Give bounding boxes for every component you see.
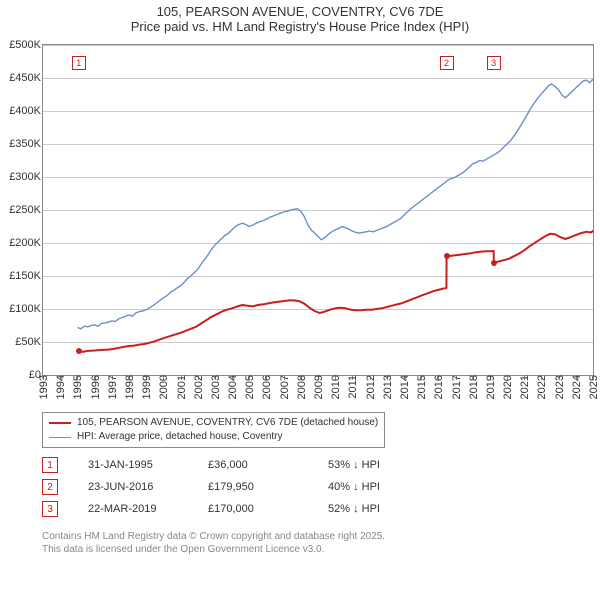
sale-dot (76, 348, 82, 354)
legend-label-property: 105, PEARSON AVENUE, COVENTRY, CV6 7DE (… (77, 416, 378, 430)
legend-label-hpi: HPI: Average price, detached house, Cove… (77, 430, 283, 444)
xtick-label: 2018 (466, 375, 480, 399)
xtick-label: 1993 (36, 375, 50, 399)
ytick-label: £350K (9, 138, 43, 150)
xtick-label: 2022 (534, 375, 548, 399)
xtick-label: 2013 (380, 375, 394, 399)
attribution: Contains HM Land Registry data © Crown c… (42, 530, 385, 556)
xtick-label: 2000 (156, 375, 170, 399)
xtick-label: 2024 (569, 375, 583, 399)
sale-dot (491, 260, 497, 266)
legend-swatch-property (49, 422, 71, 424)
sales-table: 1 31-JAN-1995£36,00053% ↓ HPI 2 23-JUN-2016… (42, 454, 448, 520)
sale-table-row: 2 23-JUN-2016£179,95040% ↓ HPI (42, 476, 448, 498)
xtick-label: 2001 (174, 375, 188, 399)
xtick-label: 2007 (277, 375, 291, 399)
xtick-label: 1995 (70, 375, 84, 399)
sale-table-price: £170,000 (208, 503, 328, 515)
chart-title-2: Price paid vs. HM Land Registry's House … (0, 19, 600, 34)
sale-marker: 1 (72, 56, 86, 70)
sale-table-badge: 2 (42, 479, 58, 495)
plot-area: £0£50K£100K£150K£200K£250K£300K£350K£400… (42, 44, 594, 376)
xtick-label: 2009 (311, 375, 325, 399)
ytick-label: £100K (9, 303, 43, 315)
xtick-label: 2004 (225, 375, 239, 399)
sale-table-price: £36,000 (208, 459, 328, 471)
ytick-label: £250K (9, 204, 43, 216)
xtick-label: 2002 (191, 375, 205, 399)
ytick-label: £50K (15, 336, 43, 348)
xtick-label: 1996 (88, 375, 102, 399)
legend: 105, PEARSON AVENUE, COVENTRY, CV6 7DE (… (42, 412, 385, 448)
xtick-label: 2023 (552, 375, 566, 399)
xtick-label: 2025 (586, 375, 600, 399)
ytick-label: £200K (9, 237, 43, 249)
sale-table-price: £179,950 (208, 481, 328, 493)
ytick-label: £400K (9, 105, 43, 117)
sale-dot (444, 253, 450, 259)
sale-marker: 2 (440, 56, 454, 70)
xtick-label: 2005 (242, 375, 256, 399)
xtick-label: 2006 (259, 375, 273, 399)
xtick-label: 2008 (294, 375, 308, 399)
xtick-label: 2019 (483, 375, 497, 399)
sale-table-badge: 3 (42, 501, 58, 517)
sale-table-date: 31-JAN-1995 (88, 459, 208, 471)
xtick-label: 2014 (397, 375, 411, 399)
xtick-label: 2011 (345, 375, 359, 399)
sale-table-date: 23-JUN-2016 (88, 481, 208, 493)
xtick-label: 1997 (105, 375, 119, 399)
attribution-line-2: This data is licensed under the Open Gov… (42, 543, 385, 556)
xtick-label: 2016 (431, 375, 445, 399)
xtick-label: 1998 (122, 375, 136, 399)
chart-title-1: 105, PEARSON AVENUE, COVENTRY, CV6 7DE (0, 4, 600, 19)
xtick-label: 2012 (363, 375, 377, 399)
xtick-label: 2015 (414, 375, 428, 399)
legend-swatch-hpi (49, 437, 71, 438)
sale-table-delta: 52% ↓ HPI (328, 503, 448, 515)
xtick-label: 2010 (328, 375, 342, 399)
legend-item-hpi: HPI: Average price, detached house, Cove… (49, 430, 378, 444)
sale-table-badge: 1 (42, 457, 58, 473)
sale-table-row: 3 22-MAR-2019£170,00052% ↓ HPI (42, 498, 448, 520)
sale-table-delta: 40% ↓ HPI (328, 481, 448, 493)
ytick-label: £150K (9, 270, 43, 282)
xtick-label: 1999 (139, 375, 153, 399)
sale-table-row: 1 31-JAN-1995£36,00053% ↓ HPI (42, 454, 448, 476)
ytick-label: £300K (9, 171, 43, 183)
ytick-label: £500K (9, 39, 43, 51)
sale-table-date: 22-MAR-2019 (88, 503, 208, 515)
attribution-line-1: Contains HM Land Registry data © Crown c… (42, 530, 385, 543)
xtick-label: 1994 (53, 375, 67, 399)
sale-marker: 3 (487, 56, 501, 70)
sale-table-delta: 53% ↓ HPI (328, 459, 448, 471)
series-property (43, 45, 593, 375)
ytick-label: £450K (9, 72, 43, 84)
xtick-label: 2021 (517, 375, 531, 399)
xtick-label: 2020 (500, 375, 514, 399)
xtick-label: 2017 (449, 375, 463, 399)
legend-item-property: 105, PEARSON AVENUE, COVENTRY, CV6 7DE (… (49, 416, 378, 430)
xtick-label: 2003 (208, 375, 222, 399)
